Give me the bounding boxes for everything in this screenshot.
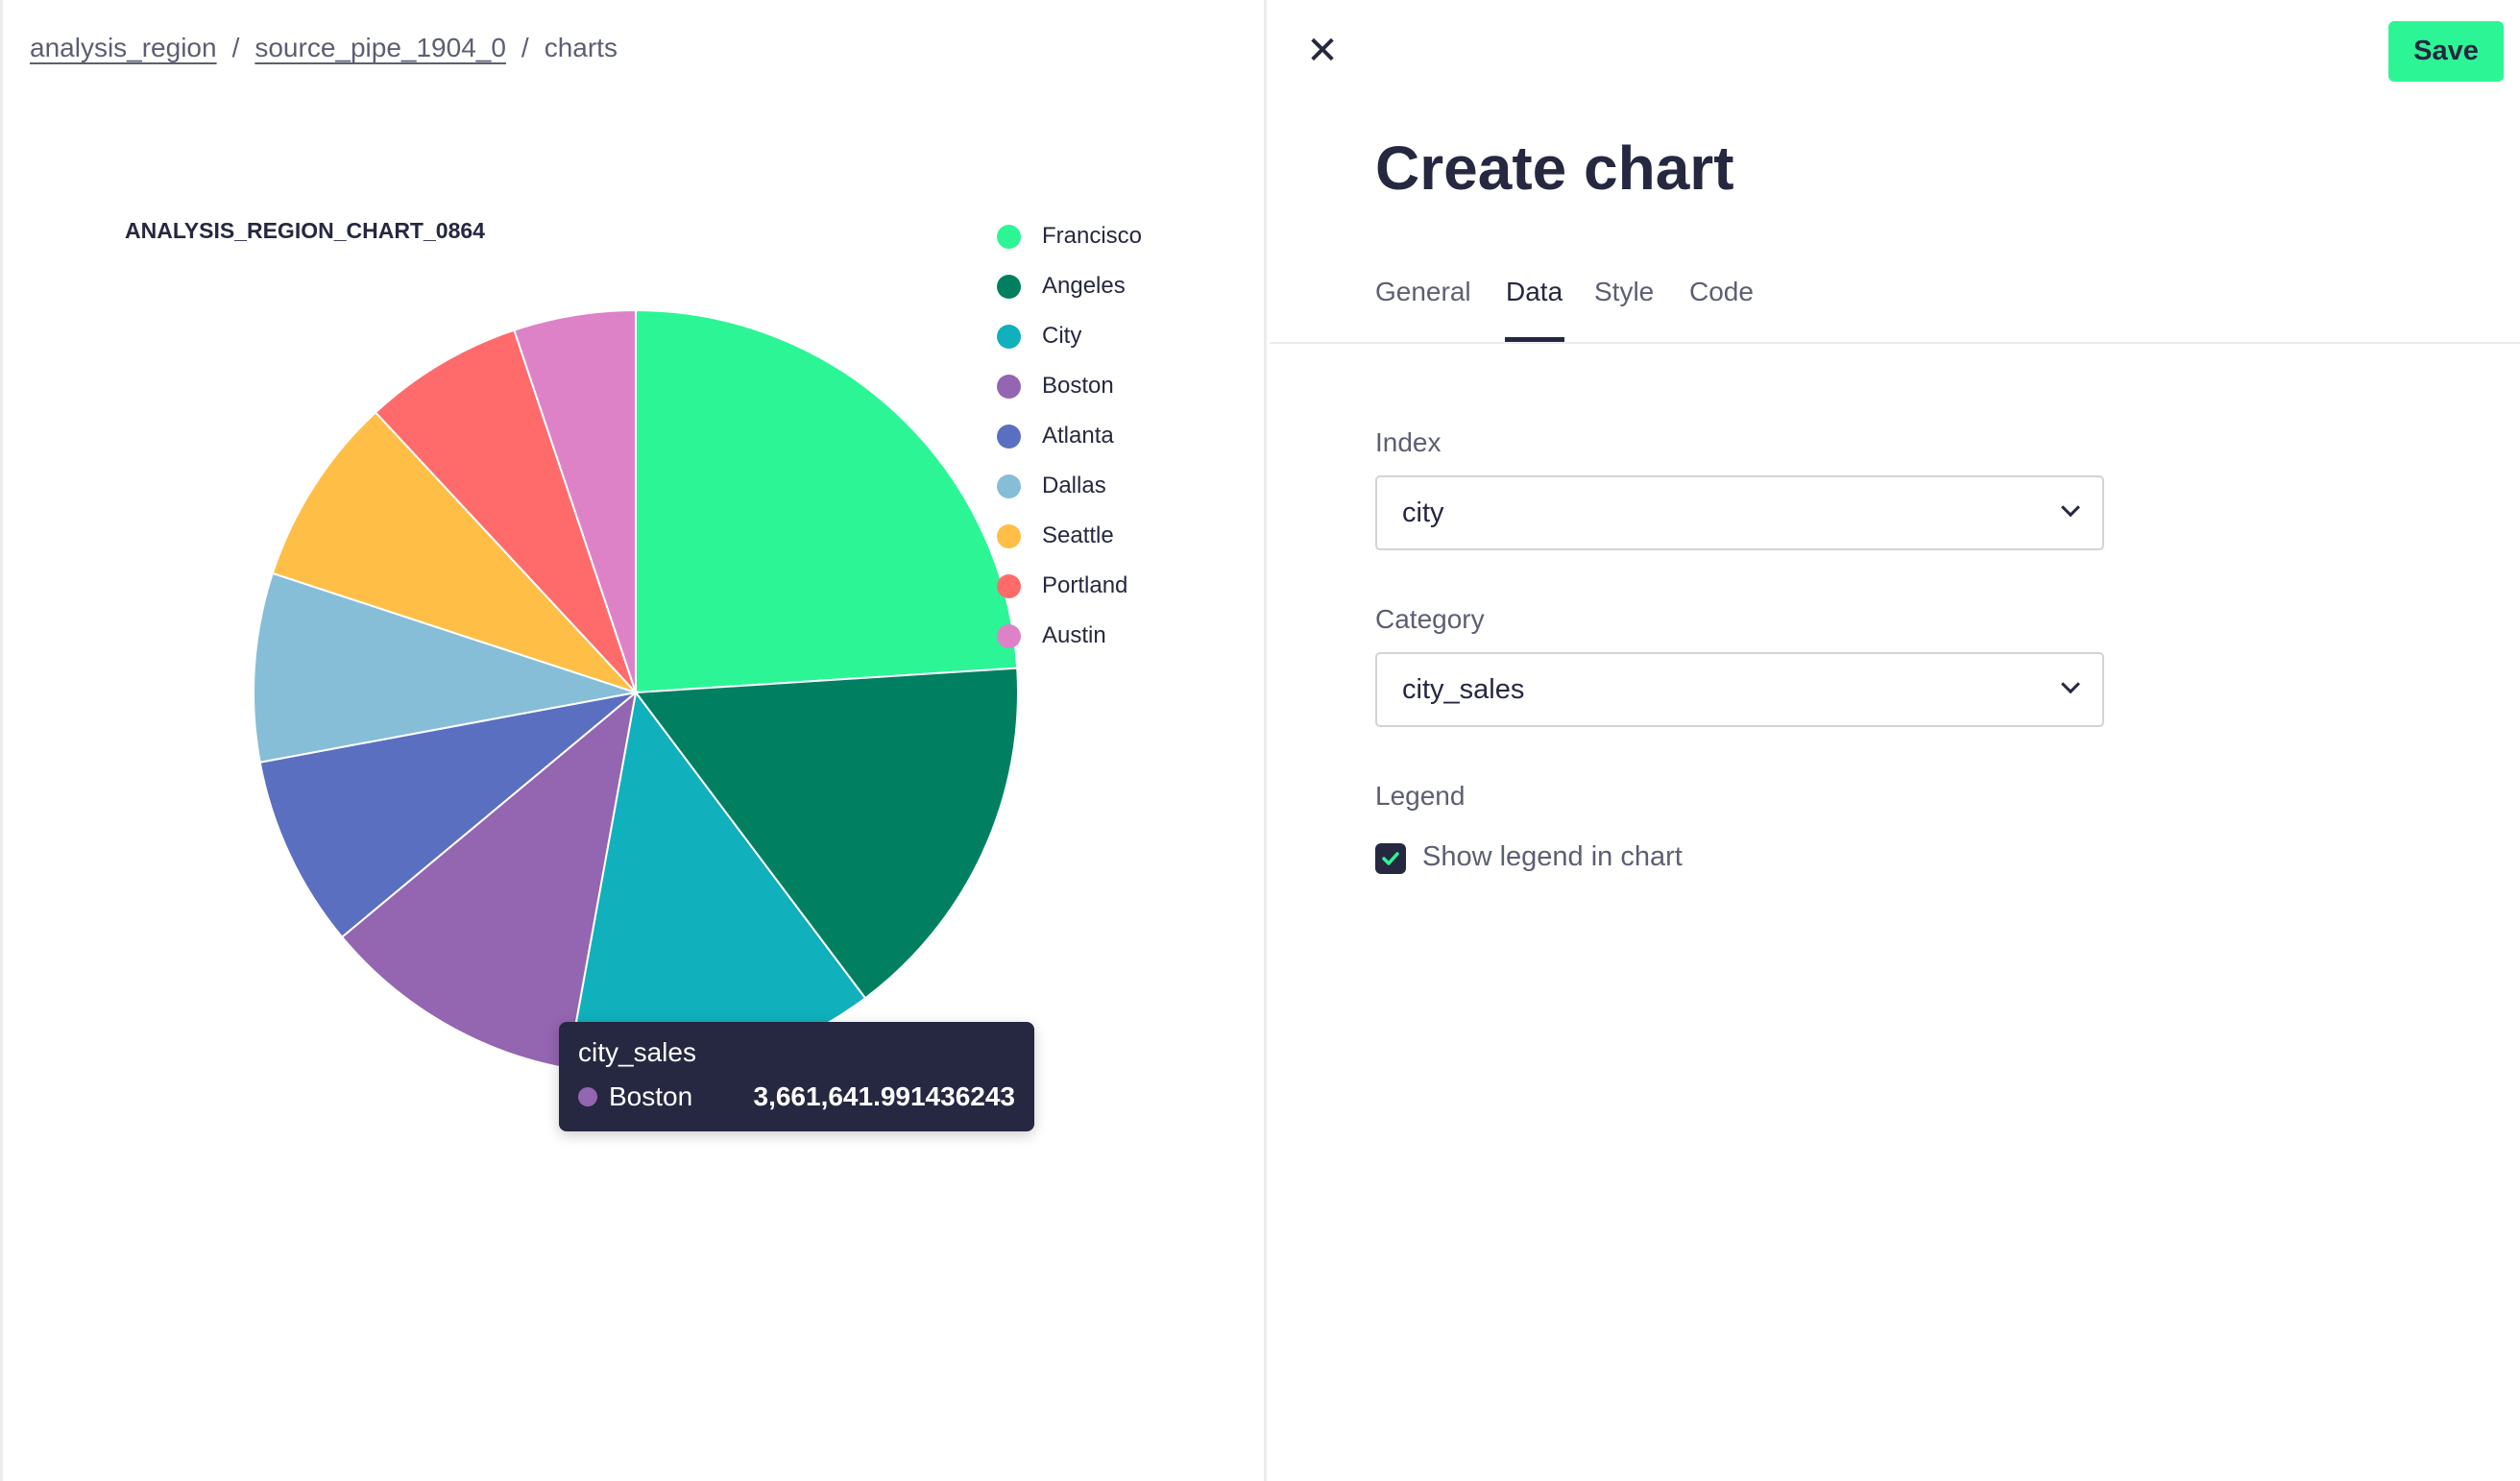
legend-item-portland[interactable]: Portland [997, 571, 1127, 600]
chart-title: ANALYSIS_REGION_CHART_0864 [125, 218, 485, 243]
legend-item-francisco[interactable]: Francisco [997, 222, 1142, 251]
legend-item-city[interactable]: City [997, 322, 1081, 351]
legend-label: Francisco [1042, 223, 1143, 249]
pie-slice-angeles[interactable] [634, 667, 1019, 1000]
pie-slice-atlanta[interactable] [258, 691, 640, 939]
breadcrumb-source-pipe[interactable]: source_pipe_1904_0 [254, 33, 506, 62]
pie-slice-portland[interactable] [374, 328, 637, 693]
tooltip-series: city_sales [578, 1037, 696, 1067]
legend-label: Austin [1042, 622, 1106, 648]
legend-dot [997, 473, 1021, 498]
breadcrumb-separator: / [521, 33, 529, 62]
legend-dot [997, 424, 1021, 449]
legend-item-dallas[interactable]: Dallas [997, 472, 1106, 500]
index-select-value: city [1402, 497, 1444, 528]
pie-slice-francisco[interactable] [635, 308, 1019, 694]
tab-data[interactable]: Data [1506, 277, 1563, 306]
legend-label: Atlanta [1042, 423, 1114, 449]
show-legend-checkbox[interactable] [1375, 843, 1406, 874]
show-legend-label[interactable]: Show legend in chart [1422, 841, 1683, 872]
legend-label: Dallas [1042, 473, 1106, 498]
category-label: Category [1375, 604, 1485, 634]
legend-item-atlanta[interactable]: Atlanta [997, 422, 1114, 450]
legend-label: City [1042, 323, 1082, 349]
legend-dot [997, 623, 1021, 648]
legend-label: Portland [1042, 572, 1128, 598]
pie-slice-seattle[interactable] [271, 411, 637, 693]
breadcrumb: analysis_region / source_pipe_1904_0 / chart… [30, 33, 618, 63]
legend-label: Angeles [1042, 273, 1126, 299]
pie-slice-dallas[interactable] [253, 571, 637, 764]
tooltip-category: Boston [609, 1081, 693, 1111]
check-icon [1382, 852, 1399, 865]
tab-style[interactable]: Style [1594, 277, 1655, 306]
legend-dot [997, 274, 1021, 299]
chevron-down-icon [2061, 674, 2080, 694]
page-title: Create chart [1375, 134, 1734, 203]
tab-code[interactable]: Code [1689, 277, 1754, 306]
close-icon[interactable]: ✕ [1306, 30, 1339, 72]
save-button[interactable]: Save [2388, 21, 2504, 82]
index-label: Index [1375, 427, 1442, 457]
legend-dot [997, 324, 1021, 349]
pie-chart [253, 308, 1019, 1076]
chart-tooltip: city_sales Boston 3,661,641.991436243 [559, 1022, 1034, 1131]
breadcrumb-charts: charts [544, 33, 618, 62]
pie-slice-boston[interactable] [340, 690, 638, 1070]
legend-dot [997, 573, 1021, 598]
breadcrumb-analysis-region[interactable]: analysis_region [30, 33, 217, 62]
legend-item-seattle[interactable]: Seattle [997, 522, 1114, 550]
legend-item-angeles[interactable]: Angeles [997, 272, 1126, 301]
tooltip-color-dot [578, 1087, 597, 1106]
chevron-down-icon [2061, 498, 2080, 518]
pie-slice-austin[interactable] [513, 308, 637, 693]
legend-label: Legend [1375, 781, 1466, 811]
legend-label: Boston [1042, 373, 1114, 399]
legend-item-austin[interactable]: Austin [997, 621, 1106, 650]
breadcrumb-separator: / [231, 33, 240, 62]
legend-dot [997, 374, 1021, 399]
active-tab-indicator [1505, 337, 1564, 342]
tabs-divider [1270, 342, 2520, 344]
legend-item-boston[interactable]: Boston [997, 372, 1114, 401]
legend-label: Seattle [1042, 522, 1114, 548]
legend-dot [997, 523, 1021, 548]
category-select[interactable]: city_sales [1375, 652, 2104, 727]
index-select[interactable]: city [1375, 475, 2104, 550]
tooltip-value: 3,661,641.991436243 [753, 1081, 1016, 1111]
category-select-value: city_sales [1402, 673, 1525, 705]
chart-preview-panel: analysis_region / source_pipe_1904_0 / chart… [0, 0, 1267, 1481]
legend-dot [997, 224, 1021, 249]
tab-general[interactable]: General [1375, 277, 1471, 306]
